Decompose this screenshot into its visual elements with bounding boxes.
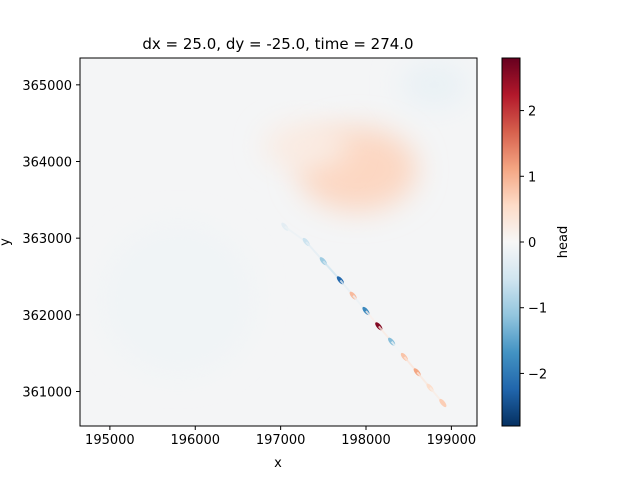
colorbar-axis: −2 −1 0 1 2: [520, 105, 547, 382]
y-tick-label: 363000: [22, 232, 72, 247]
y-axis-label: y: [0, 238, 13, 246]
axes-frame: [79, 57, 478, 427]
colorbar-tick-label: 1: [528, 170, 536, 185]
line-feature-cell: [439, 398, 447, 408]
colorbar-tick-label: 0: [528, 236, 536, 251]
colorbar-gradient: [501, 57, 521, 427]
colorbar-tick-label: −1: [528, 302, 547, 317]
x-axis: 195000 196000 197000 198000 199000: [85, 426, 476, 448]
heatmap-field: [80, 58, 477, 426]
chart-title: dx = 25.0, dy = -25.0, time = 274.0: [142, 35, 413, 53]
heatmap-zone-positive-zone-upper-edge: [263, 123, 349, 170]
x-tick-label: 195000: [85, 433, 135, 448]
colorbar: [501, 57, 521, 427]
x-tick-label: 199000: [427, 433, 477, 448]
x-tick-label: 198000: [341, 433, 391, 448]
x-axis-label: x: [274, 456, 282, 471]
plot-area: [80, 58, 477, 426]
y-tick-label: 365000: [22, 79, 72, 94]
colorbar-tick-label: 2: [528, 105, 536, 120]
y-tick-label: 362000: [22, 309, 72, 324]
y-axis: 361000 362000 363000 364000 365000: [22, 79, 80, 401]
colorbar-tick-label: −2: [528, 367, 547, 382]
x-tick-label: 196000: [170, 433, 220, 448]
colorbar-label: head: [556, 226, 571, 258]
y-tick-label: 364000: [22, 156, 72, 171]
x-tick-label: 197000: [256, 433, 306, 448]
y-tick-label: 361000: [22, 386, 72, 401]
heatmap-zone-negative-zone-northeast: [400, 61, 469, 108]
heatmap-zone-negative-zone-west: [101, 222, 256, 377]
